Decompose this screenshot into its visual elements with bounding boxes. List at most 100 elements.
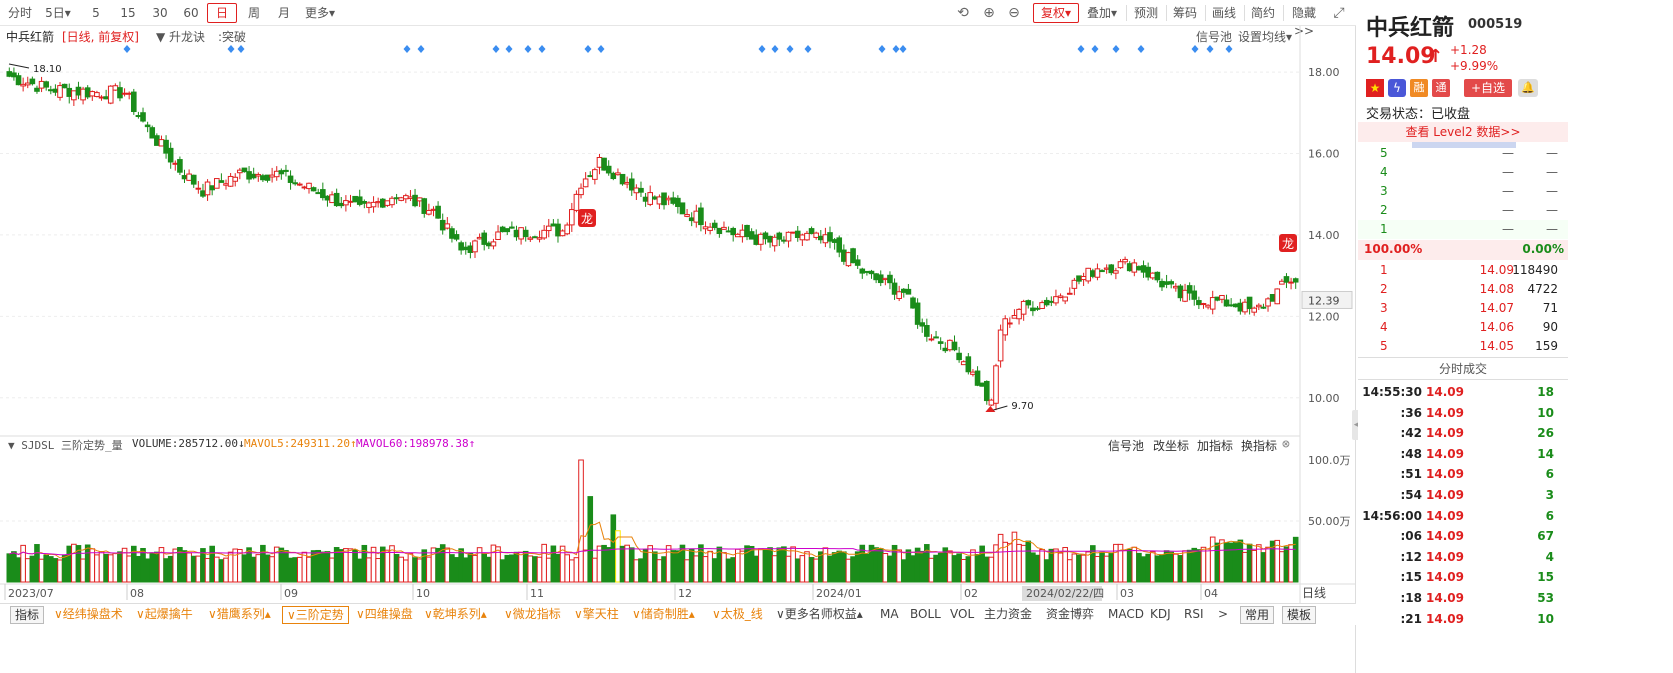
vol-signal-pool-link[interactable]: 信号池 xyxy=(1108,439,1145,453)
alert-bell-icon[interactable]: 🔔 xyxy=(1518,79,1538,97)
draw-line-button[interactable]: 画线 xyxy=(1211,6,1236,20)
lightning-icon[interactable]: ϟ xyxy=(1388,79,1406,97)
volume-bar xyxy=(725,558,732,583)
candle-body xyxy=(186,173,192,181)
tab-macd[interactable]: MACD xyxy=(1108,607,1144,621)
trade-time: :48 xyxy=(1400,446,1423,461)
change-axis-link[interactable]: 改坐标 xyxy=(1153,439,1190,453)
undo-icon[interactable]: ⟲ xyxy=(957,5,969,21)
tab-chuqi[interactable]: ∨储奇制胜▴ xyxy=(632,607,695,621)
period-intraday-button[interactable]: 分时 xyxy=(7,6,32,20)
tab-capital-game[interactable]: 资金博弈 xyxy=(1046,607,1095,621)
zoom-out-icon[interactable]: ⊖ xyxy=(1008,5,1020,21)
tab-qibao[interactable]: ∨起爆擒牛 xyxy=(136,607,193,621)
china-flag-icon: ★ xyxy=(1366,79,1384,97)
add-indicator-link[interactable]: 加指标 xyxy=(1197,439,1234,453)
tab-qingtianzhu[interactable]: ∨擎天柱 xyxy=(574,607,619,621)
period-15min-button[interactable]: 15 xyxy=(120,6,136,20)
connect-badge[interactable]: 通 xyxy=(1432,79,1450,97)
candle-body xyxy=(172,162,179,165)
set-ma-link[interactable]: 设置均线▾ xyxy=(1238,30,1293,44)
tab-main-capital[interactable]: 主力资金 xyxy=(984,607,1033,621)
indicator-dropdown[interactable]: ▼ 升龙诀 xyxy=(156,30,206,44)
candle-body xyxy=(43,81,49,88)
volume-bar xyxy=(1108,552,1115,583)
mavol60-line xyxy=(9,547,1296,556)
fullscreen-icon[interactable]: ⤢ xyxy=(1333,5,1345,21)
tab-weilong[interactable]: ∨微龙指标 xyxy=(504,607,561,621)
level2-handle[interactable] xyxy=(1412,142,1516,148)
tab-template[interactable]: 模板 xyxy=(1282,606,1317,624)
candle-body xyxy=(112,85,119,91)
tab-rsi[interactable]: RSI xyxy=(1184,607,1204,621)
tab-boll[interactable]: BOLL xyxy=(910,607,941,621)
overlay-button[interactable]: 叠加▾ xyxy=(1086,6,1118,20)
volume-bar xyxy=(1191,547,1198,583)
candle-body xyxy=(130,91,137,113)
hide-panel-button[interactable]: 隐藏>> xyxy=(1291,6,1316,38)
kline-chart[interactable]: 18.00 16.00 14.00 12.00 10.00 12.39 100.0万 50.0… xyxy=(0,0,1356,603)
volume-bar xyxy=(1196,549,1202,583)
adjust-rights-button[interactable]: 复权▾ xyxy=(1033,3,1079,23)
dragon-mark: 龙 xyxy=(581,212,593,226)
candle-body xyxy=(1053,296,1059,304)
candle-body xyxy=(656,196,663,205)
tab-ma[interactable]: MA xyxy=(880,607,899,621)
period-day-button[interactable]: 日 xyxy=(207,3,237,23)
period-5min-button[interactable]: 5 xyxy=(92,6,100,20)
signal-diamond-marker xyxy=(892,45,900,53)
period-more-button[interactable]: 更多▾ xyxy=(304,6,336,20)
tab-lieying[interactable]: ∨猎鹰系列▴ xyxy=(208,607,271,621)
panel-collapse-handle[interactable]: ◂ xyxy=(1352,410,1360,440)
crosshair-date-label: 2024/02/22/四 xyxy=(1026,587,1104,600)
forecast-button[interactable]: 预测 xyxy=(1133,6,1158,20)
volume-bar xyxy=(753,555,760,583)
volume-bar xyxy=(227,551,234,583)
chart-area[interactable]: 分时 5日▾ 5 15 30 60 日 周 月 更多▾ ⟲ ⊕ ⊖ 复权▾ 叠加… xyxy=(0,0,1356,673)
tab-more-masters[interactable]: ∨更多名师权益▴ xyxy=(776,607,863,621)
candle-body xyxy=(306,182,312,190)
period-30min-button[interactable]: 30 xyxy=(152,6,168,20)
close-icon[interactable]: ⊗ xyxy=(1282,437,1290,452)
tab-jingwei[interactable]: ∨经纬操盘术 xyxy=(54,607,123,621)
trade-time: :51 xyxy=(1400,467,1423,482)
tab-vol[interactable]: VOL xyxy=(950,607,975,621)
tab-siwei[interactable]: ∨四维操盘 xyxy=(356,607,413,621)
swap-indicator-link[interactable]: 换指标 xyxy=(1241,439,1278,453)
tab-common[interactable]: 常用 xyxy=(1240,606,1275,624)
tab-sanjie[interactable]: ∨三阶定势 xyxy=(282,606,349,624)
period-60min-button[interactable]: 60 xyxy=(183,6,199,20)
tab-indicators[interactable]: 指标 xyxy=(10,606,45,624)
add-watchlist-button[interactable]: +自选 xyxy=(1464,79,1512,97)
tab-scroll-right-icon[interactable]: > xyxy=(1218,607,1229,621)
tab-taiji[interactable]: ∨太极_线 xyxy=(712,607,763,621)
chart-mode-label[interactable]: [日线, 前复权] xyxy=(62,30,139,44)
volume-bar xyxy=(352,549,358,583)
margin-badge[interactable]: 融 xyxy=(1410,79,1428,97)
volume-bar xyxy=(882,553,889,583)
volume-indicator-name[interactable]: ▼ SJDSL 三阶定势_量 xyxy=(8,439,123,452)
trade-volume: 10 xyxy=(1537,405,1554,420)
tab-kdj[interactable]: KDJ xyxy=(1150,607,1171,621)
candle-body xyxy=(1288,281,1294,284)
chips-button[interactable]: 筹码 xyxy=(1172,6,1197,20)
candle-body xyxy=(1269,294,1276,302)
level2-link[interactable]: 查看 Level2 数据>> xyxy=(1358,122,1568,142)
candle-body xyxy=(896,291,902,299)
trade-volume: 67 xyxy=(1537,529,1554,544)
volume-bar xyxy=(541,543,547,583)
period-week-button[interactable]: 周 xyxy=(247,6,260,20)
zoom-in-icon[interactable]: ⊕ xyxy=(983,5,995,21)
candle-body xyxy=(1191,290,1198,300)
volume-bar xyxy=(947,550,953,583)
period-5day-button[interactable]: 5日▾ xyxy=(45,6,71,20)
tab-qiankun[interactable]: ∨乾坤系列▴ xyxy=(424,607,487,621)
volume-bar xyxy=(1149,551,1156,583)
x-tick-label: 2024/01 xyxy=(816,587,862,600)
volume-bar xyxy=(486,556,492,583)
candle-body xyxy=(679,202,686,215)
period-month-button[interactable]: 月 xyxy=(277,6,290,20)
signal-pool-link[interactable]: 信号池 xyxy=(1196,30,1233,44)
trade-time: :12 xyxy=(1400,549,1423,564)
simple-mode-button[interactable]: 简约 xyxy=(1250,6,1275,20)
